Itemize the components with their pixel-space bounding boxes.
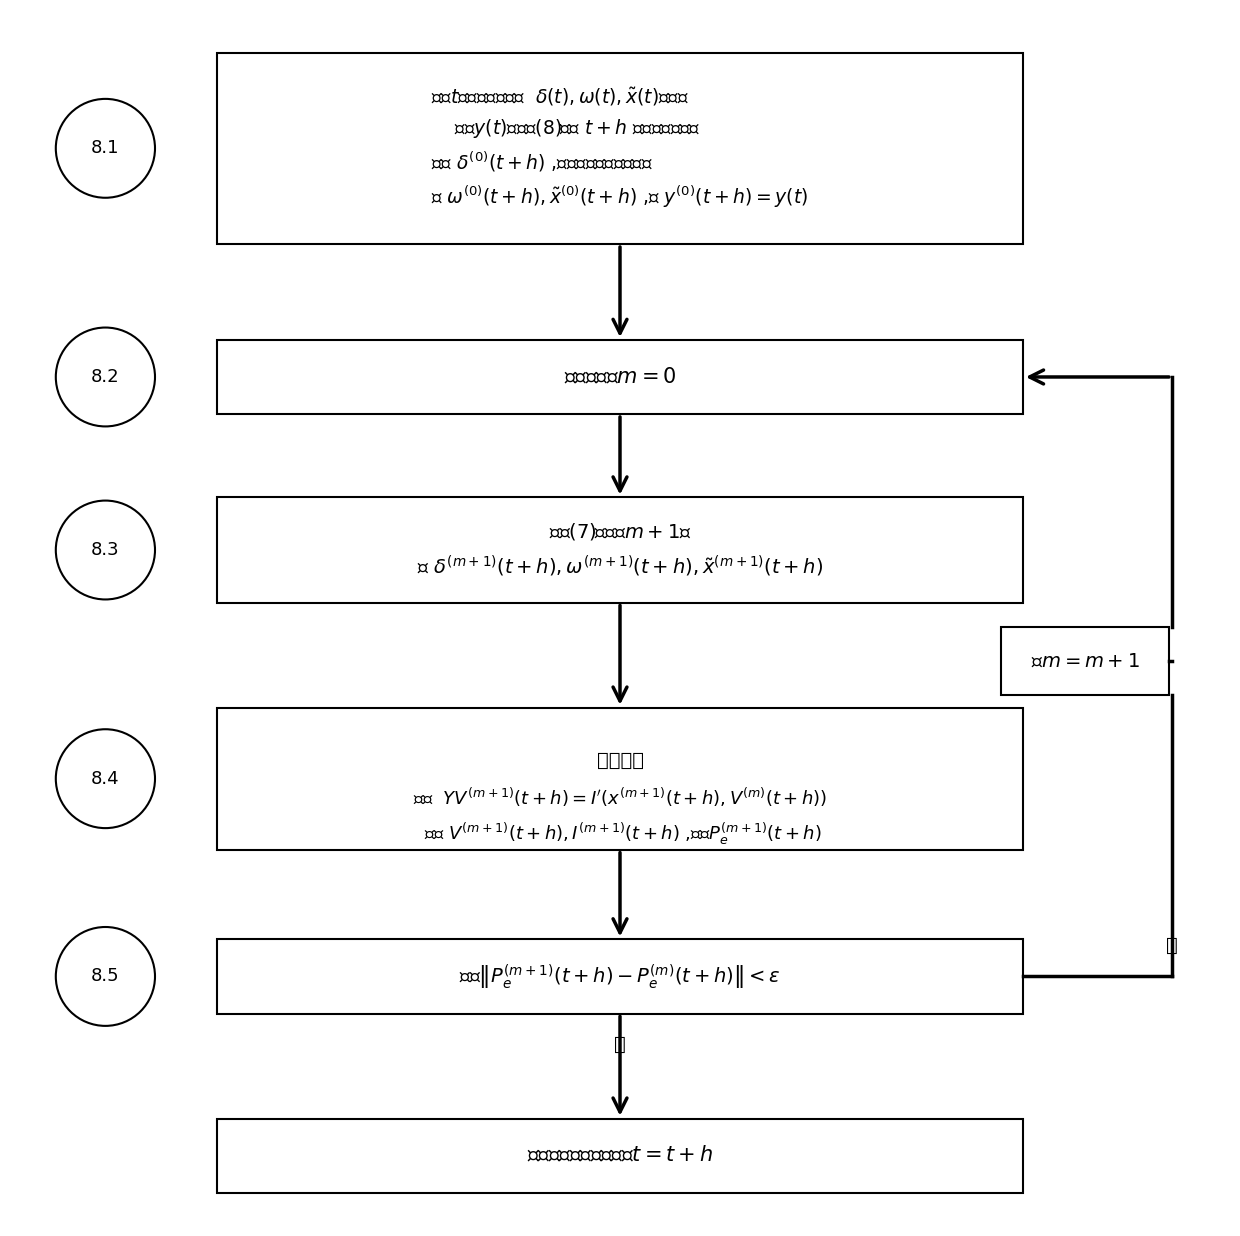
Circle shape — [56, 501, 155, 599]
Text: 置$m=m+1$: 置$m=m+1$ — [1030, 651, 1140, 671]
FancyBboxPatch shape — [217, 53, 1023, 245]
Circle shape — [56, 729, 155, 828]
FancyBboxPatch shape — [1002, 628, 1168, 695]
Text: 是: 是 — [614, 1035, 626, 1054]
Text: 判断$\left\|P_e^{(m+1)}(t+h)-P_e^{(m)}(t+h)\right\| < \varepsilon$: 判断$\left\|P_e^{(m+1)}(t+h)-P_e^{(m)}(t+h… — [459, 962, 781, 991]
Text: 已知$t$时刻的状态变量  $\delta(t),\omega(t),\tilde{x}(t)$和运行
    变量$y(t)$，由式(8)预测 $t+h$ 时: 已知$t$时刻的状态变量 $\delta(t),\omega(t),\tilde… — [432, 87, 808, 210]
Text: 8.1: 8.1 — [92, 140, 119, 157]
Text: 8.4: 8.4 — [91, 770, 120, 787]
FancyBboxPatch shape — [217, 1119, 1023, 1193]
Text: 由式(7)求出第$m+1$步
的 $\delta^{(m+1)}(t+h),\omega^{(m+1)}(t+h),\tilde{x}^{(m+1)}(t+h): 由式(7)求出第$m+1$步 的 $\delta^{(m+1)}(t+h),\o… — [417, 520, 823, 580]
FancyBboxPatch shape — [217, 707, 1023, 850]
Text: 8.5: 8.5 — [91, 968, 120, 985]
Circle shape — [56, 328, 155, 426]
Circle shape — [56, 927, 155, 1026]
Text: 得到 $V^{(m+1)}(t+h),I^{(m+1)}(t+h)$ ,即得$P_e^{(m+1)}(t+h)$: 得到 $V^{(m+1)}(t+h),I^{(m+1)}(t+h)$ ,即得$P… — [419, 821, 821, 848]
Text: 方程  $YV^{(m+1)}(t+h)=I'(x^{(m+1)}(t+h),V^{(m)}(t+h))$: 方程 $YV^{(m+1)}(t+h)=I'(x^{(m+1)}(t+h),V^… — [413, 786, 827, 808]
Circle shape — [56, 99, 155, 198]
Text: 8.3: 8.3 — [91, 541, 120, 559]
Text: 完成本积分步迭代，置$t = t+h$: 完成本积分步迭代，置$t = t+h$ — [527, 1146, 713, 1166]
FancyBboxPatch shape — [217, 340, 1023, 414]
FancyBboxPatch shape — [217, 939, 1023, 1014]
Text: 否: 否 — [1166, 936, 1178, 955]
Text: 求解网络: 求解网络 — [596, 750, 644, 770]
Text: 置迭代次数$m = 0$: 置迭代次数$m = 0$ — [564, 367, 676, 387]
FancyBboxPatch shape — [217, 498, 1023, 603]
Text: 8.2: 8.2 — [91, 368, 120, 386]
